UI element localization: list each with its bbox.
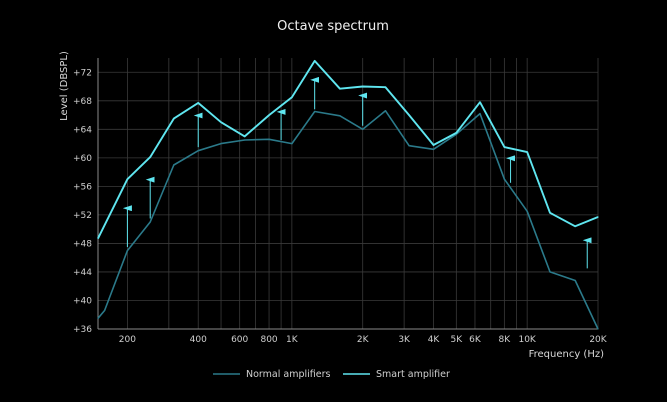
x-tick-label: 2K [357,335,370,345]
series-point [384,86,387,88]
x-tick-label: 8K [499,335,512,345]
series-point [314,60,316,62]
series-point [220,121,222,123]
y-tick-label: +60 [73,154,92,164]
axes [97,58,598,330]
y-tick-label: +56 [73,182,92,192]
series-point [455,132,457,134]
x-tick-label: 10K [518,335,536,345]
series-point [526,151,528,153]
x-tick-label: 800 [260,335,277,345]
series-point [432,148,435,150]
series-line-normal-amplifiers [97,110,599,330]
x-tick-label: 400 [190,335,207,345]
y-tick-label: +48 [73,239,92,249]
series-point [291,142,293,145]
series-point [173,118,175,120]
x-tick-label: 3K [398,335,411,345]
series-point [103,309,106,312]
series-point [149,156,151,158]
series-point [597,216,599,218]
series-point [149,221,151,223]
series-point [362,128,364,130]
series-point [549,212,551,214]
series-point [244,135,246,138]
y-tick-label: +64 [73,125,92,135]
series-point [173,164,175,166]
x-tick-label: 4K [428,335,441,345]
y-axis-label: Level (DBSPL) [59,51,70,121]
y-tick-label: +40 [73,296,92,306]
series-point [268,114,270,116]
y-tick-label: +68 [73,97,92,107]
series-point [197,102,199,104]
series-point [126,178,128,180]
series-point [97,237,99,240]
y-tick-label: +36 [73,325,92,335]
series-point [503,146,505,148]
series-point [339,115,341,117]
series-point [268,138,270,140]
series-point [408,145,410,147]
x-axis-ticks: 200 400 600 800 1K 2K 3K 4K 5K 6K 8K 10K 20K [119,335,608,345]
series-point [126,249,128,252]
series-point [574,225,576,227]
series-point [549,271,551,273]
series-point [479,101,481,103]
legend-label-smart: Smart amplifier [376,369,450,380]
series-point [384,110,387,112]
y-tick-label: +52 [73,211,92,221]
series-point [597,328,599,330]
chart-title: Octave spectrum [277,19,389,34]
series-point [220,142,222,145]
y-tick-label: +72 [73,68,92,78]
series-point [197,150,199,152]
x-tick-label: 20K [589,335,607,345]
x-tick-label: 600 [231,335,248,345]
series-point [526,210,528,212]
series-point [574,279,576,282]
x-axis-label: Frequency (Hz) [529,349,605,360]
legend-label-normal: Normal amplifiers [246,369,331,380]
x-tick-label: 6K [469,335,482,345]
series-point [362,85,364,88]
grid [98,58,599,330]
x-tick-label: 5K [451,335,464,345]
series-line-smart-amplifier [97,59,599,239]
series-point [408,114,410,116]
series-point [97,317,99,319]
improvement-arrows [122,76,592,269]
y-axis-ticks: +36 +40 +44 +48 +52 +56 +60 +64 +68 +72 [73,68,92,335]
series-point [503,178,505,180]
series-point [339,88,341,90]
x-tick-label: 1K [286,335,299,345]
series-point [479,113,481,115]
series-point [432,144,435,146]
legend: Normal amplifiers Smart amplifier [213,369,450,380]
y-tick-label: +44 [73,268,92,278]
series-point [244,139,246,141]
series-point [291,96,293,98]
x-tick-label: 200 [119,335,136,345]
data-series [97,59,599,330]
series-point [314,110,316,113]
